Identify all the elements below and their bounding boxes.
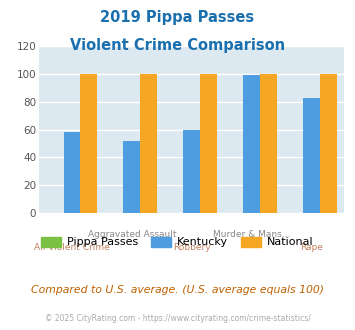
Legend: Pippa Passes, Kentucky, National: Pippa Passes, Kentucky, National bbox=[37, 232, 318, 252]
Text: 2019 Pippa Passes: 2019 Pippa Passes bbox=[100, 10, 255, 25]
Bar bbox=[183, 129, 200, 213]
Text: Aggravated Assault: Aggravated Assault bbox=[88, 230, 176, 239]
Bar bbox=[260, 74, 277, 213]
Bar bbox=[64, 132, 80, 213]
Bar bbox=[200, 74, 217, 213]
Text: Murder & Mans...: Murder & Mans... bbox=[213, 230, 290, 239]
Text: All Violent Crime: All Violent Crime bbox=[34, 244, 110, 252]
Bar bbox=[124, 141, 140, 213]
Text: © 2025 CityRating.com - https://www.cityrating.com/crime-statistics/: © 2025 CityRating.com - https://www.city… bbox=[45, 314, 310, 323]
Text: Robbery: Robbery bbox=[173, 244, 211, 252]
Text: Violent Crime Comparison: Violent Crime Comparison bbox=[70, 38, 285, 53]
Bar bbox=[140, 74, 157, 213]
Bar bbox=[80, 74, 97, 213]
Text: Compared to U.S. average. (U.S. average equals 100): Compared to U.S. average. (U.S. average … bbox=[31, 285, 324, 295]
Bar bbox=[243, 75, 260, 213]
Bar bbox=[303, 98, 320, 213]
Text: Rape: Rape bbox=[300, 244, 323, 252]
Bar bbox=[320, 74, 337, 213]
